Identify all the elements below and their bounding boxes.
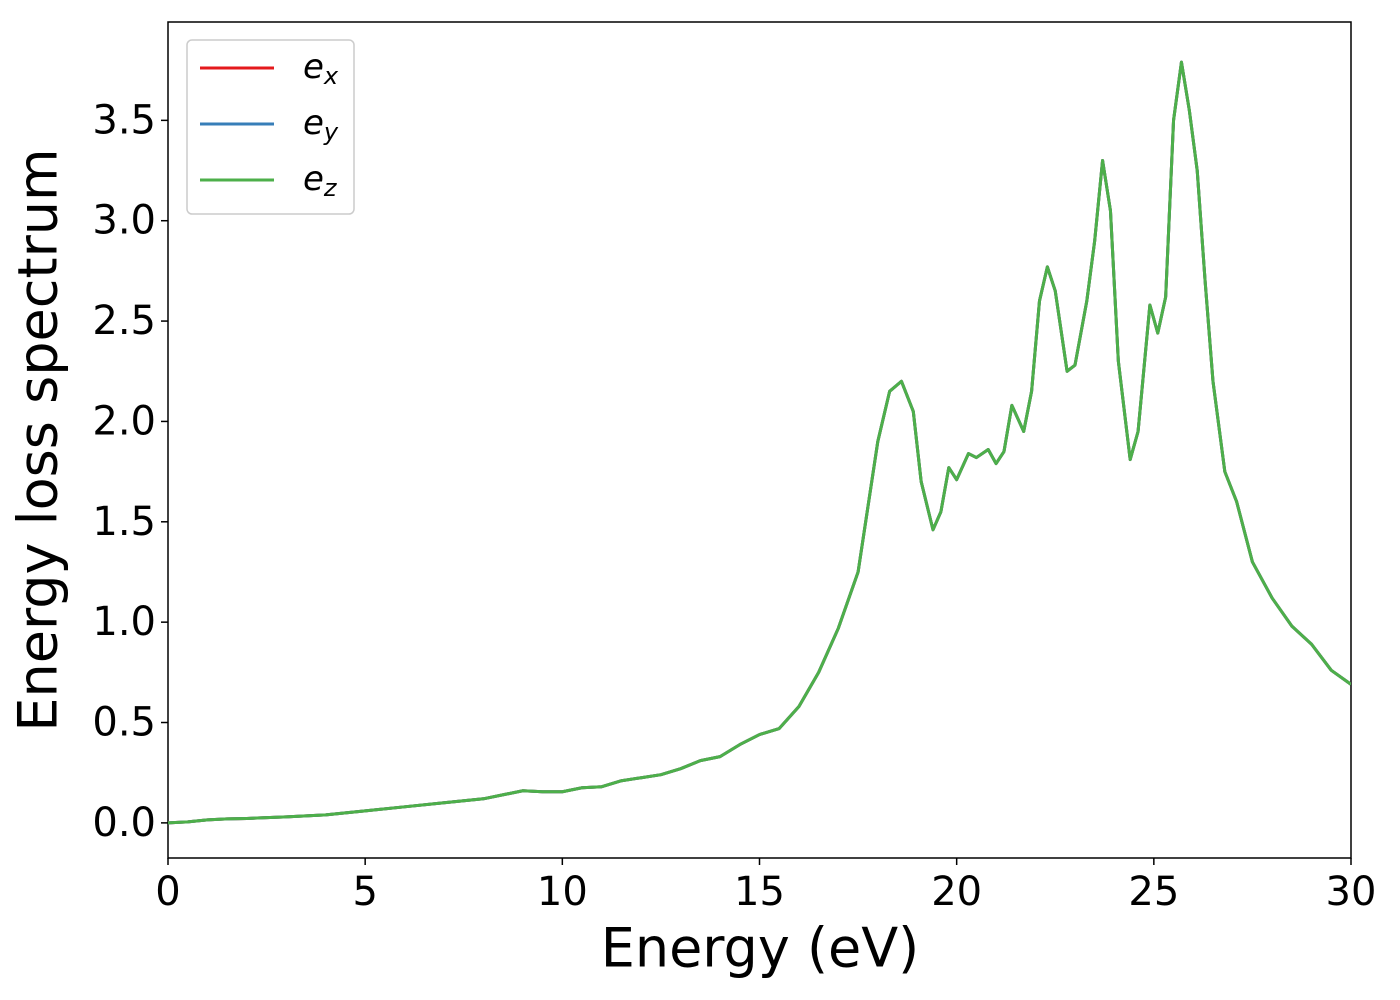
legend-label-subscript: z xyxy=(323,174,338,202)
series-line xyxy=(168,60,1351,825)
x-tick-label: 15 xyxy=(734,869,785,915)
y-tick-label: 2.0 xyxy=(92,398,156,444)
legend-label-base: e xyxy=(303,47,324,87)
legend-box xyxy=(186,39,355,215)
y-tick-label: 0.5 xyxy=(92,700,156,746)
x-tick-label: 5 xyxy=(352,869,377,915)
y-axis-label: Energy loss spectrum xyxy=(7,148,70,731)
y-tick-label: 2.5 xyxy=(92,298,156,344)
x-tick-label: 10 xyxy=(537,869,588,915)
legend-label-subscript: y xyxy=(323,118,339,146)
legend-label: ey xyxy=(303,103,339,147)
legend-label: ex xyxy=(303,47,339,91)
legend-label: ez xyxy=(303,159,338,203)
x-axis-label: Energy (eV) xyxy=(601,917,920,980)
x-tick-label: 0 xyxy=(155,869,180,915)
y-tick-label: 0.0 xyxy=(92,800,156,846)
y-tick-label: 1.5 xyxy=(92,499,156,545)
x-tick-label: 25 xyxy=(1128,869,1179,915)
x-tick-label: 30 xyxy=(1326,869,1377,915)
y-tick-label: 3.5 xyxy=(92,97,156,143)
legend-label-subscript: x xyxy=(323,62,339,90)
legend-label-base: e xyxy=(303,159,324,199)
x-tick-label: 20 xyxy=(931,869,982,915)
y-tick-label: 1.0 xyxy=(92,599,156,645)
y-tick-label: 3.0 xyxy=(92,198,156,244)
legend-label-base: e xyxy=(303,103,324,143)
